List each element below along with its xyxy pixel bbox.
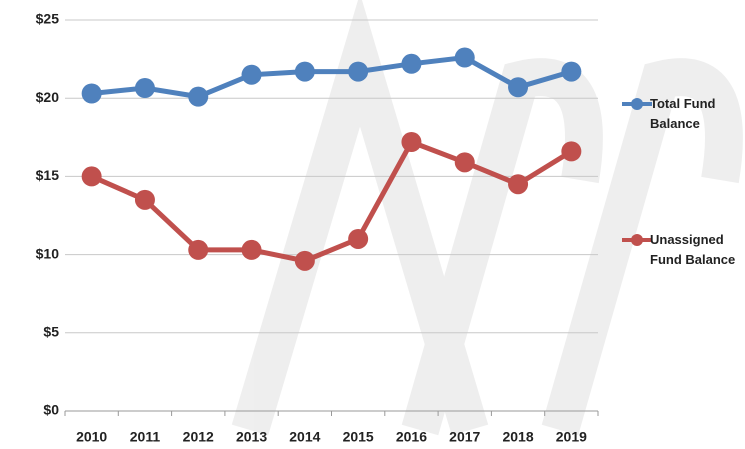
x-tick-label: 2010 (76, 429, 107, 445)
data-point (134, 78, 155, 99)
x-tick-label: 2016 (396, 429, 427, 445)
x-tick-label: 2013 (236, 429, 267, 445)
data-point (241, 64, 262, 85)
x-tick-label: 2012 (183, 429, 214, 445)
y-tick-label: $15 (36, 167, 60, 183)
x-tick-label: 2014 (289, 429, 320, 445)
y-tick-label: $0 (43, 402, 59, 418)
data-point (188, 86, 209, 107)
data-point (454, 47, 475, 68)
data-point (348, 228, 369, 249)
legend-marker (631, 234, 643, 246)
data-point (454, 152, 475, 173)
data-point (401, 131, 422, 152)
y-tick-label: $5 (43, 324, 59, 340)
data-point (508, 174, 529, 195)
watermark (231, 0, 743, 436)
data-point (294, 250, 315, 271)
x-tick-label: 2019 (556, 429, 587, 445)
data-point (561, 141, 582, 162)
x-tick-label: 2015 (343, 429, 374, 445)
x-tick-label: 2017 (449, 429, 480, 445)
data-point (81, 166, 102, 187)
data-point (188, 239, 209, 260)
data-point (508, 77, 529, 98)
x-tick-label: 2011 (130, 429, 161, 445)
data-point (294, 61, 315, 82)
x-tick-label: 2018 (502, 429, 533, 445)
legend-label: Total Fund Balance (650, 96, 716, 131)
data-point (241, 239, 262, 260)
series-line (90, 138, 573, 264)
legend-marker (631, 98, 643, 110)
legend-label: Unassigned Fund Balance (650, 232, 736, 267)
data-point (401, 53, 422, 74)
y-tick-label: $10 (36, 245, 60, 261)
data-point (561, 61, 582, 82)
y-tick-label: $20 (36, 89, 60, 105)
data-point (81, 83, 102, 104)
series-line (91, 54, 573, 100)
y-tick-label: $25 (36, 11, 60, 27)
data-point (348, 61, 369, 82)
data-point (134, 189, 155, 210)
